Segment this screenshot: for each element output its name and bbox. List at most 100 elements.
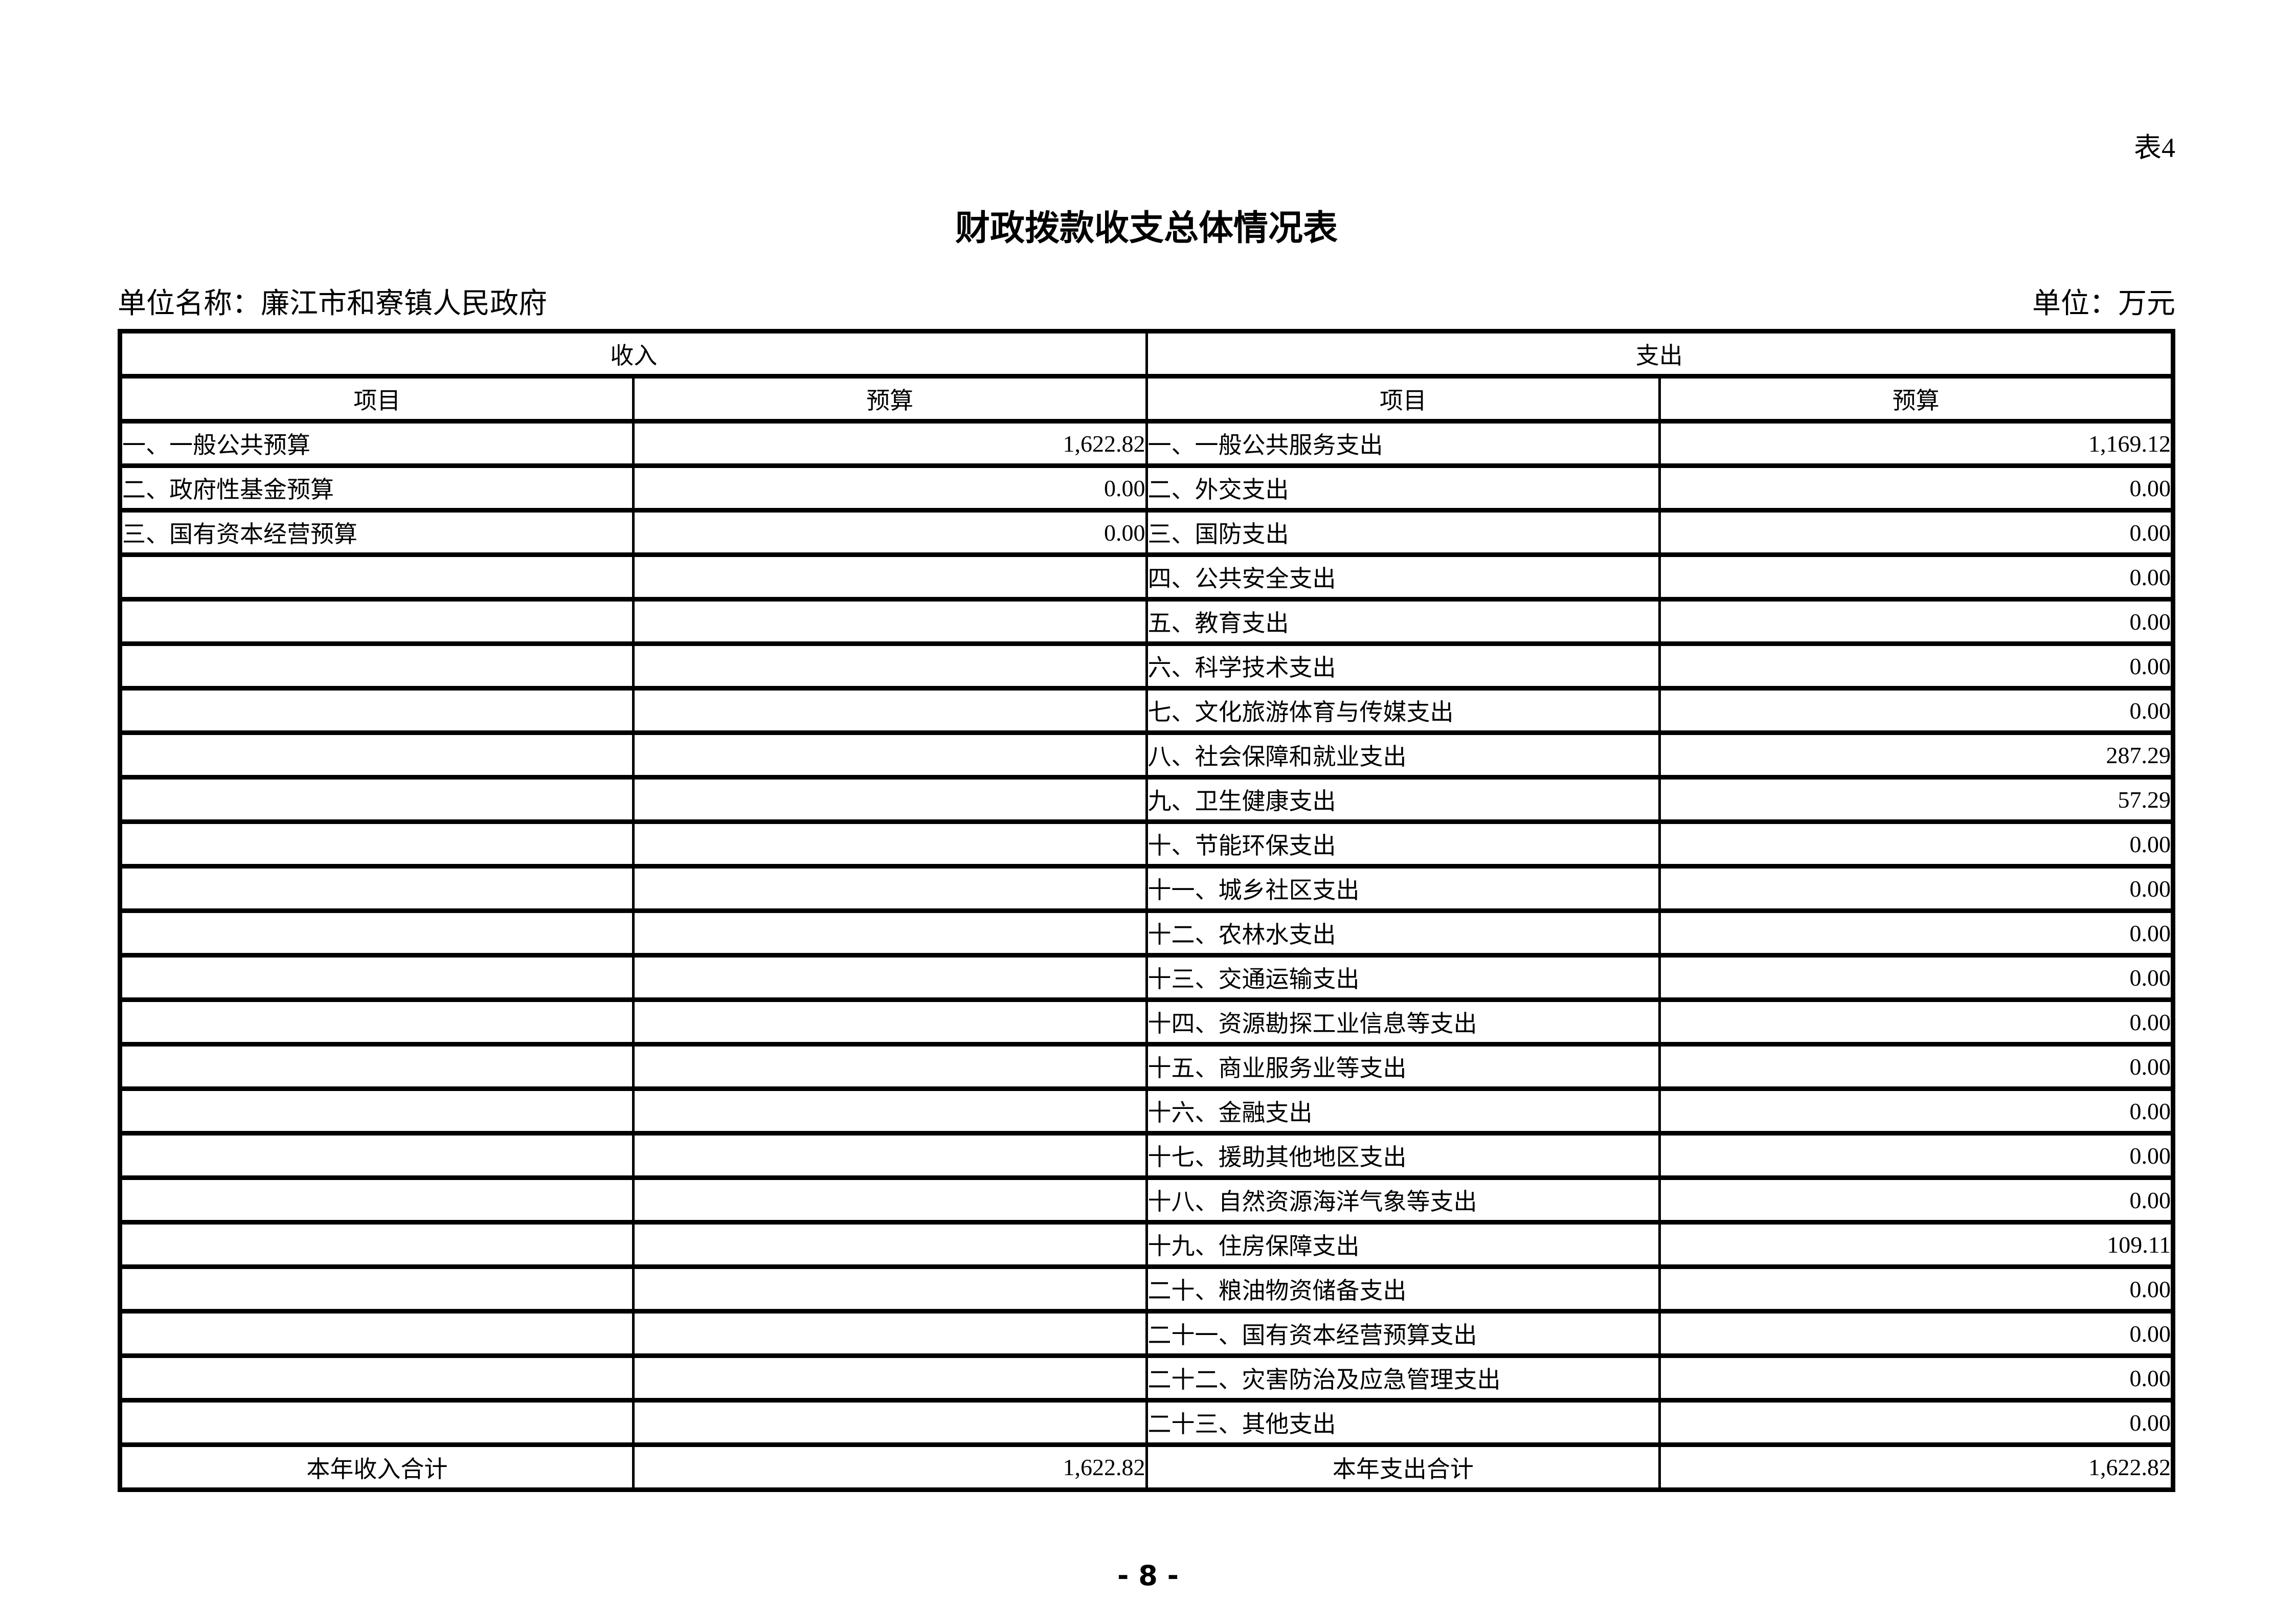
income-item-cell (119, 819, 635, 869)
meta-row: 单位名称：廉江市和寮镇人民政府 单位：万元 (118, 290, 2175, 318)
table-row: 二十、粮油物资储备支出 0.00 (119, 1264, 2174, 1314)
expense-item-cell: 十七、援助其他地区支出 (1145, 1131, 1661, 1180)
table-row: 三、国有资本经营预算 0.00 三、国防支出 0.00 (119, 508, 2174, 557)
income-budget-cell: 1,622.82 (632, 419, 1148, 468)
income-item-cell (119, 641, 635, 691)
expense-item-cell: 三、国防支出 (1145, 508, 1661, 557)
expense-item-cell: 八、社会保障和就业支出 (1145, 730, 1661, 780)
income-budget-cell (632, 1309, 1148, 1358)
expense-total-label: 本年支出合计 (1145, 1442, 1661, 1492)
income-item-cell: 三、国有资本经营预算 (119, 508, 635, 557)
expense-budget-cell: 0.00 (1658, 597, 2174, 646)
income-item-cell (119, 864, 635, 913)
table-number-label: 表4 (2134, 132, 2175, 163)
expense-item-cell: 二十二、灾害防治及应急管理支出 (1145, 1353, 1661, 1403)
income-budget-cell (632, 686, 1148, 735)
expense-item-cell: 十五、商业服务业等支出 (1145, 1042, 1661, 1091)
income-item-cell (119, 1353, 635, 1403)
column-header-row: 项目 预算 项目 预算 (119, 374, 2174, 424)
table-row: 二十三、其他支出 0.00 (119, 1398, 2174, 1447)
income-budget-cell: 0.00 (632, 463, 1148, 513)
expense-budget-cell: 0.00 (1658, 1309, 2174, 1358)
income-budget-cell (632, 1353, 1148, 1403)
income-item-header: 项目 (119, 374, 635, 424)
expense-budget-cell: 0.00 (1658, 1353, 2174, 1403)
table-row: 十四、资源勘探工业信息等支出 0.00 (119, 997, 2174, 1047)
income-item-cell (119, 908, 635, 958)
income-item-cell (119, 1042, 635, 1091)
table-row: 二十二、灾害防治及应急管理支出 0.00 (119, 1353, 2174, 1403)
expense-item-cell: 十、节能环保支出 (1145, 819, 1661, 869)
table-row: 十二、农林水支出 0.00 (119, 908, 2174, 958)
expense-budget-cell: 0.00 (1658, 1086, 2174, 1136)
table-row: 七、文化旅游体育与传媒支出 0.00 (119, 686, 2174, 735)
income-budget-cell (632, 552, 1148, 602)
expense-budget-cell: 0.00 (1658, 997, 2174, 1047)
income-budget-cell (632, 641, 1148, 691)
expense-budget-cell: 0.00 (1658, 864, 2174, 913)
budget-table: 收入 支出 项目 预算 项目 预算 一、一般公共预算 1,622.82 一、一般公共… (118, 329, 2175, 1492)
expense-budget-cell: 0.00 (1658, 1264, 2174, 1314)
expense-item-header: 项目 (1145, 374, 1661, 424)
expense-item-cell: 二十一、国有资本经营预算支出 (1145, 1309, 1661, 1358)
expense-item-cell: 十八、自然资源海洋气象等支出 (1145, 1175, 1661, 1225)
income-budget-cell (632, 1131, 1148, 1180)
income-budget-cell: 0.00 (632, 508, 1148, 557)
income-budget-cell (632, 953, 1148, 1002)
expense-budget-cell: 0.00 (1658, 1398, 2174, 1447)
expense-budget-cell: 1,169.12 (1658, 419, 2174, 468)
income-budget-cell (632, 819, 1148, 869)
income-budget-cell (632, 1398, 1148, 1447)
expense-item-cell: 五、教育支出 (1145, 597, 1661, 646)
table-row: 十、节能环保支出 0.00 (119, 819, 2174, 869)
table-row: 十六、金融支出 0.00 (119, 1086, 2174, 1136)
income-item-cell (119, 1175, 635, 1225)
expense-item-cell: 十一、城乡社区支出 (1145, 864, 1661, 913)
expense-budget-cell: 0.00 (1658, 1131, 2174, 1180)
expense-item-cell: 十九、住房保障支出 (1145, 1220, 1661, 1269)
income-budget-cell (632, 864, 1148, 913)
expense-budget-header: 预算 (1658, 374, 2174, 424)
expense-item-cell: 十三、交通运输支出 (1145, 953, 1661, 1002)
table-body: 一、一般公共预算 1,622.82 一、一般公共服务支出 1,169.12 二、政府性基… (119, 419, 2174, 1447)
income-item-cell (119, 775, 635, 824)
income-item-cell: 一、一般公共预算 (119, 419, 635, 468)
income-budget-cell (632, 1175, 1148, 1225)
totals-row: 本年收入合计 1,622.82 本年支出合计 1,622.82 (119, 1442, 2174, 1492)
expense-budget-cell: 0.00 (1658, 908, 2174, 958)
page-title: 财政拨款收支总体情况表 (955, 209, 1338, 248)
income-item-cell (119, 997, 635, 1047)
table-row: 十七、援助其他地区支出 0.00 (119, 1131, 2174, 1180)
table-row: 六、科学技术支出 0.00 (119, 641, 2174, 691)
income-section-header: 收入 (119, 329, 1148, 379)
expense-item-cell: 十二、农林水支出 (1145, 908, 1661, 958)
expense-item-cell: 二十、粮油物资储备支出 (1145, 1264, 1661, 1314)
expense-budget-cell: 0.00 (1658, 641, 2174, 691)
expense-item-cell: 一、一般公共服务支出 (1145, 419, 1661, 468)
table-row: 九、卫生健康支出 57.29 (119, 775, 2174, 824)
income-total-value: 1,622.82 (632, 1442, 1148, 1492)
income-item-cell (119, 1220, 635, 1269)
expense-budget-cell: 287.29 (1658, 730, 2174, 780)
expense-budget-cell: 0.00 (1658, 953, 2174, 1002)
income-item-cell (119, 1398, 635, 1447)
income-total-label: 本年收入合计 (119, 1442, 635, 1492)
income-item-cell (119, 1131, 635, 1180)
income-item-cell (119, 730, 635, 780)
expense-item-cell: 二、外交支出 (1145, 463, 1661, 513)
income-item-cell (119, 1086, 635, 1136)
unit-label: 单位：万元 (2032, 288, 2175, 320)
expense-budget-cell: 0.00 (1658, 552, 2174, 602)
income-budget-cell (632, 1220, 1148, 1269)
table-row: 十三、交通运输支出 0.00 (119, 953, 2174, 1002)
income-budget-cell (632, 775, 1148, 824)
income-item-cell (119, 1264, 635, 1314)
expense-item-cell: 二十三、其他支出 (1145, 1398, 1661, 1447)
table-row: 十八、自然资源海洋气象等支出 0.00 (119, 1175, 2174, 1225)
unit-name-label: 单位名称：廉江市和寮镇人民政府 (118, 288, 547, 320)
page-number: - 8 - (1117, 1560, 1179, 1592)
expense-budget-cell: 109.11 (1658, 1220, 2174, 1269)
income-item-cell (119, 597, 635, 646)
income-budget-cell (632, 997, 1148, 1047)
